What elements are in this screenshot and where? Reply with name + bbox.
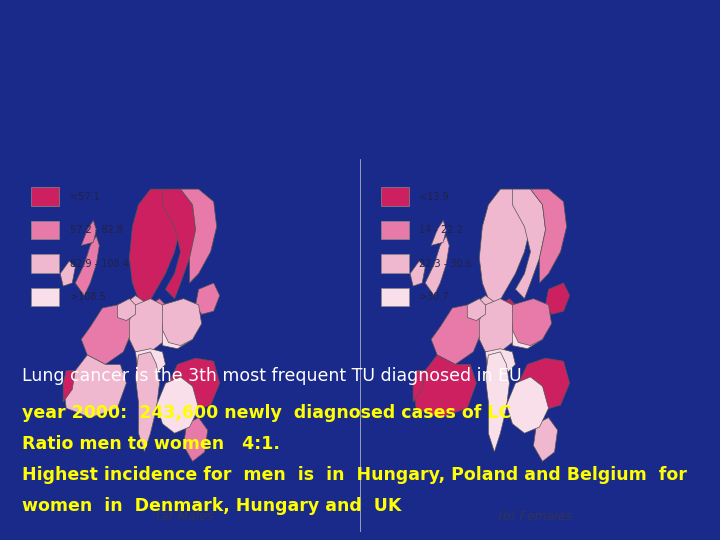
PathPatch shape bbox=[163, 299, 202, 346]
PathPatch shape bbox=[181, 189, 217, 283]
Text: <13.9: <13.9 bbox=[420, 192, 449, 201]
PathPatch shape bbox=[135, 349, 166, 374]
Text: 22.3 - 30.6: 22.3 - 30.6 bbox=[420, 259, 472, 268]
Bar bbox=[31, 288, 59, 307]
Text: Ratio men to women   4:1.: Ratio men to women 4:1. bbox=[22, 435, 279, 453]
PathPatch shape bbox=[117, 299, 135, 321]
Bar bbox=[31, 187, 59, 206]
PathPatch shape bbox=[63, 355, 127, 417]
PathPatch shape bbox=[513, 189, 546, 299]
PathPatch shape bbox=[81, 305, 132, 364]
PathPatch shape bbox=[196, 283, 220, 314]
Text: >30.7: >30.7 bbox=[420, 292, 449, 302]
Bar bbox=[381, 288, 409, 307]
Bar bbox=[31, 221, 59, 239]
Bar bbox=[381, 187, 409, 206]
PathPatch shape bbox=[546, 283, 570, 314]
PathPatch shape bbox=[431, 220, 446, 246]
PathPatch shape bbox=[168, 358, 220, 411]
Text: Lung cancer is the 3th most frequent TU diagnosed in EU: Lung cancer is the 3th most frequent TU … bbox=[22, 367, 521, 384]
PathPatch shape bbox=[410, 261, 425, 286]
PathPatch shape bbox=[60, 261, 75, 286]
PathPatch shape bbox=[534, 417, 557, 461]
PathPatch shape bbox=[63, 370, 75, 402]
PathPatch shape bbox=[513, 299, 552, 346]
PathPatch shape bbox=[513, 318, 542, 349]
Text: >108.5: >108.5 bbox=[70, 292, 105, 302]
PathPatch shape bbox=[413, 355, 477, 417]
PathPatch shape bbox=[163, 189, 196, 299]
Bar bbox=[381, 221, 409, 239]
PathPatch shape bbox=[485, 352, 510, 452]
PathPatch shape bbox=[123, 295, 145, 321]
PathPatch shape bbox=[75, 236, 99, 295]
PathPatch shape bbox=[485, 349, 516, 374]
Text: <57.1: <57.1 bbox=[70, 192, 99, 201]
PathPatch shape bbox=[473, 295, 495, 321]
PathPatch shape bbox=[500, 299, 516, 318]
PathPatch shape bbox=[480, 299, 518, 352]
PathPatch shape bbox=[425, 236, 449, 295]
PathPatch shape bbox=[184, 417, 207, 461]
PathPatch shape bbox=[163, 318, 192, 349]
PathPatch shape bbox=[150, 299, 166, 318]
Text: (b) Females: (b) Females bbox=[498, 510, 572, 523]
PathPatch shape bbox=[135, 352, 160, 452]
Text: year 2000:  243,600 newly  diagnosed cases of LC: year 2000: 243,600 newly diagnosed cases… bbox=[22, 404, 511, 422]
PathPatch shape bbox=[518, 358, 570, 411]
Bar bbox=[31, 254, 59, 273]
PathPatch shape bbox=[413, 370, 425, 402]
Text: 57.2 - 82.8: 57.2 - 82.8 bbox=[70, 225, 122, 235]
PathPatch shape bbox=[156, 377, 199, 433]
Text: 14 - 22.2: 14 - 22.2 bbox=[420, 225, 463, 235]
PathPatch shape bbox=[506, 377, 549, 433]
Text: Highest incidence for  men  is  in  Hungary, Poland and Belgium  for: Highest incidence for men is in Hungary,… bbox=[22, 466, 686, 484]
Text: 82.9 - 108.4: 82.9 - 108.4 bbox=[70, 259, 128, 268]
PathPatch shape bbox=[480, 189, 531, 305]
Bar bbox=[381, 254, 409, 273]
PathPatch shape bbox=[467, 299, 485, 321]
PathPatch shape bbox=[531, 189, 567, 283]
Text: women  in  Denmark, Hungary and  UK: women in Denmark, Hungary and UK bbox=[22, 497, 401, 515]
PathPatch shape bbox=[81, 220, 96, 246]
PathPatch shape bbox=[130, 189, 181, 305]
PathPatch shape bbox=[431, 305, 482, 364]
Text: (a) Males: (a) Males bbox=[156, 510, 214, 523]
PathPatch shape bbox=[130, 299, 168, 352]
